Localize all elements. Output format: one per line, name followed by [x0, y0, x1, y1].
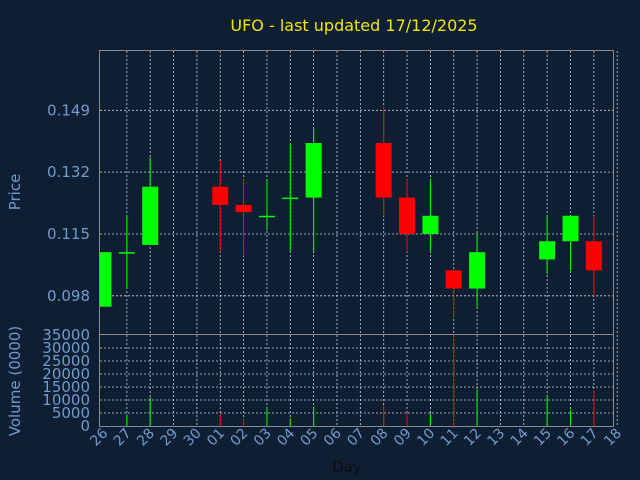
price-gridlines [100, 51, 618, 334]
price-tick-label: 0.115 [47, 225, 90, 243]
volume-tick-label: 0 [80, 417, 90, 435]
x-tick-label: 11 [438, 426, 462, 450]
candle-body-up [539, 241, 556, 260]
candle-body-up [305, 143, 322, 198]
x-tick-label: 17 [578, 426, 602, 450]
x-tick-label: 09 [391, 426, 415, 450]
candle-body-down [235, 204, 252, 213]
x-tick-label: 06 [321, 425, 345, 449]
x-tick-label: 27 [111, 426, 135, 450]
x-tick-label: 04 [274, 425, 298, 449]
volume-tick-label: 30000 [42, 339, 90, 357]
x-tick-label: 15 [531, 426, 555, 450]
x-axis-label: Day [332, 458, 362, 476]
x-tick-label: 03 [251, 426, 275, 450]
candle-body-up [258, 215, 275, 218]
x-tick-labels: 26 27 28 29 30 01 02 03 04 05 06 07 08 09 10 11 12 13 14 15… [87, 425, 625, 449]
volume-tick-label: 10000 [42, 391, 90, 409]
x-tick-label: 26 [87, 425, 111, 449]
volume-tick-label: 25000 [42, 352, 90, 370]
x-tick-label: 12 [461, 426, 485, 450]
volume-tick-label: 35000 [42, 326, 90, 344]
price-tick-label: 0.098 [47, 287, 90, 305]
volume-tick-label: 15000 [42, 378, 90, 396]
volume-panel-frame [99, 334, 614, 427]
x-tick-label: 30 [181, 426, 205, 450]
x-tick-label: 16 [554, 425, 578, 449]
x-tick-label: 10 [414, 426, 438, 450]
x-tick-label: 28 [134, 426, 158, 450]
x-tick-label: 08 [368, 426, 392, 450]
chart-title: UFO - last updated 17/12/2025 [230, 16, 477, 35]
candle-body-up [100, 252, 112, 307]
x-tick-label: 14 [508, 425, 532, 449]
price-panel: 0.149 0.132 0.115 0.098 Price [6, 50, 618, 335]
x-tick-label: 02 [228, 426, 252, 450]
volume-tick-label: 20000 [42, 365, 90, 383]
candle-body-down [445, 270, 462, 289]
x-tick-label: 05 [298, 426, 322, 450]
price-axis-label: Price [6, 174, 24, 211]
price-tick-label: 0.132 [47, 163, 90, 181]
volume-axis-label: Volume (0000) [6, 326, 24, 436]
volume-bars [126, 335, 595, 426]
x-tick-label: 01 [204, 426, 228, 450]
price-candles [100, 106, 602, 318]
candle-body-up [142, 186, 159, 245]
candle-body-down [212, 186, 229, 205]
candle-body-down [585, 241, 602, 271]
candle-body-up [118, 252, 135, 254]
x-tick-label: 13 [484, 426, 508, 450]
price-tick-labels: 0.149 0.132 0.115 0.098 [47, 101, 90, 305]
x-tick-label: 29 [157, 426, 181, 450]
volume-gridlines [100, 335, 618, 426]
candle-body-up [469, 252, 486, 289]
price-tick-label: 0.149 [47, 101, 90, 119]
x-tick-label: 07 [344, 426, 368, 450]
price-panel-frame [99, 50, 614, 335]
candle-body-up [422, 215, 439, 234]
candle-body-down [399, 197, 416, 234]
candle-body-up [562, 215, 579, 242]
candle-body-down [375, 143, 392, 198]
volume-tick-label: 5000 [52, 404, 90, 422]
candle-body-up [282, 197, 299, 200]
x-tick-label: 18 [601, 426, 625, 450]
